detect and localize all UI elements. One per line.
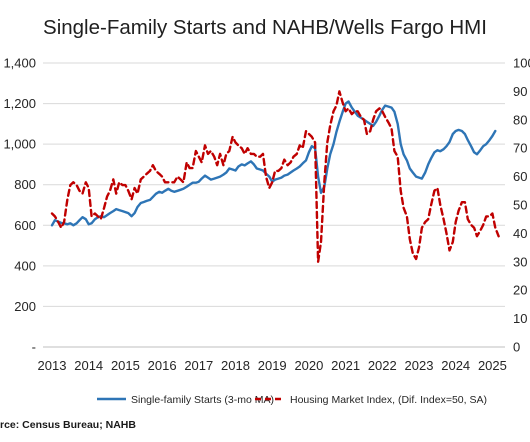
x-tick-label: 2016: [148, 358, 177, 373]
series-line-starts: [50, 100, 497, 227]
x-tick-label: 2020: [294, 358, 323, 373]
y-right-tick-label: 20: [513, 283, 527, 298]
series-lines: [50, 90, 500, 263]
y-left-tick-label: 1,400: [3, 56, 36, 71]
x-tick-label: 2018: [221, 358, 250, 373]
chart-title: Single-Family Starts and NAHB/Wells Farg…: [43, 16, 487, 39]
axes: 1,4001,2001,000800600400200-100908070605…: [3, 56, 530, 374]
x-tick-label: 2023: [405, 358, 434, 373]
y-right-tick-label: 0: [513, 340, 520, 355]
source-note: rce: Census Bureau; NAHB: [0, 419, 136, 431]
y-left-tick-label: 600: [14, 218, 36, 233]
x-tick-label: 2015: [111, 358, 140, 373]
x-tick-label: 2025: [478, 358, 507, 373]
y-left-tick-label: 800: [14, 177, 36, 192]
gridlines: [43, 62, 505, 348]
legend: Single-family Starts (3-mo MA) Housing M…: [97, 394, 487, 406]
y-right-tick-label: 70: [513, 141, 527, 156]
y-left-tick-label: 200: [14, 299, 36, 314]
y-right-tick-label: 80: [513, 112, 527, 127]
y-right-tick-label: 40: [513, 226, 527, 241]
y-right-tick-label: 50: [513, 198, 527, 213]
y-left-tick-label: 400: [14, 258, 36, 273]
y-right-tick-label: 90: [513, 84, 527, 99]
x-tick-label: 2019: [258, 358, 287, 373]
x-tick-label: 2022: [368, 358, 397, 373]
y-right-tick-label: 30: [513, 254, 527, 269]
series-line-hmi: [50, 90, 500, 263]
x-tick-label: 2021: [331, 358, 360, 373]
legend-label-hmi: Housing Market Index, (Dif. Index=50, SA…: [290, 394, 487, 406]
legend-label-starts: Single-family Starts (3-mo MA): [131, 394, 274, 406]
y-right-tick-label: 10: [513, 311, 527, 326]
x-tick-label: 2014: [74, 358, 103, 373]
y-left-tick-label: 1,000: [3, 137, 36, 152]
x-tick-label: 2024: [441, 358, 470, 373]
x-tick-label: 2013: [38, 358, 67, 373]
y-right-tick-label: 60: [513, 169, 527, 184]
y-left-tick-label: 1,200: [3, 96, 36, 111]
y-right-tick-label: 100: [513, 56, 530, 71]
y-left-tick-label: -: [32, 340, 36, 355]
x-tick-label: 2017: [184, 358, 213, 373]
